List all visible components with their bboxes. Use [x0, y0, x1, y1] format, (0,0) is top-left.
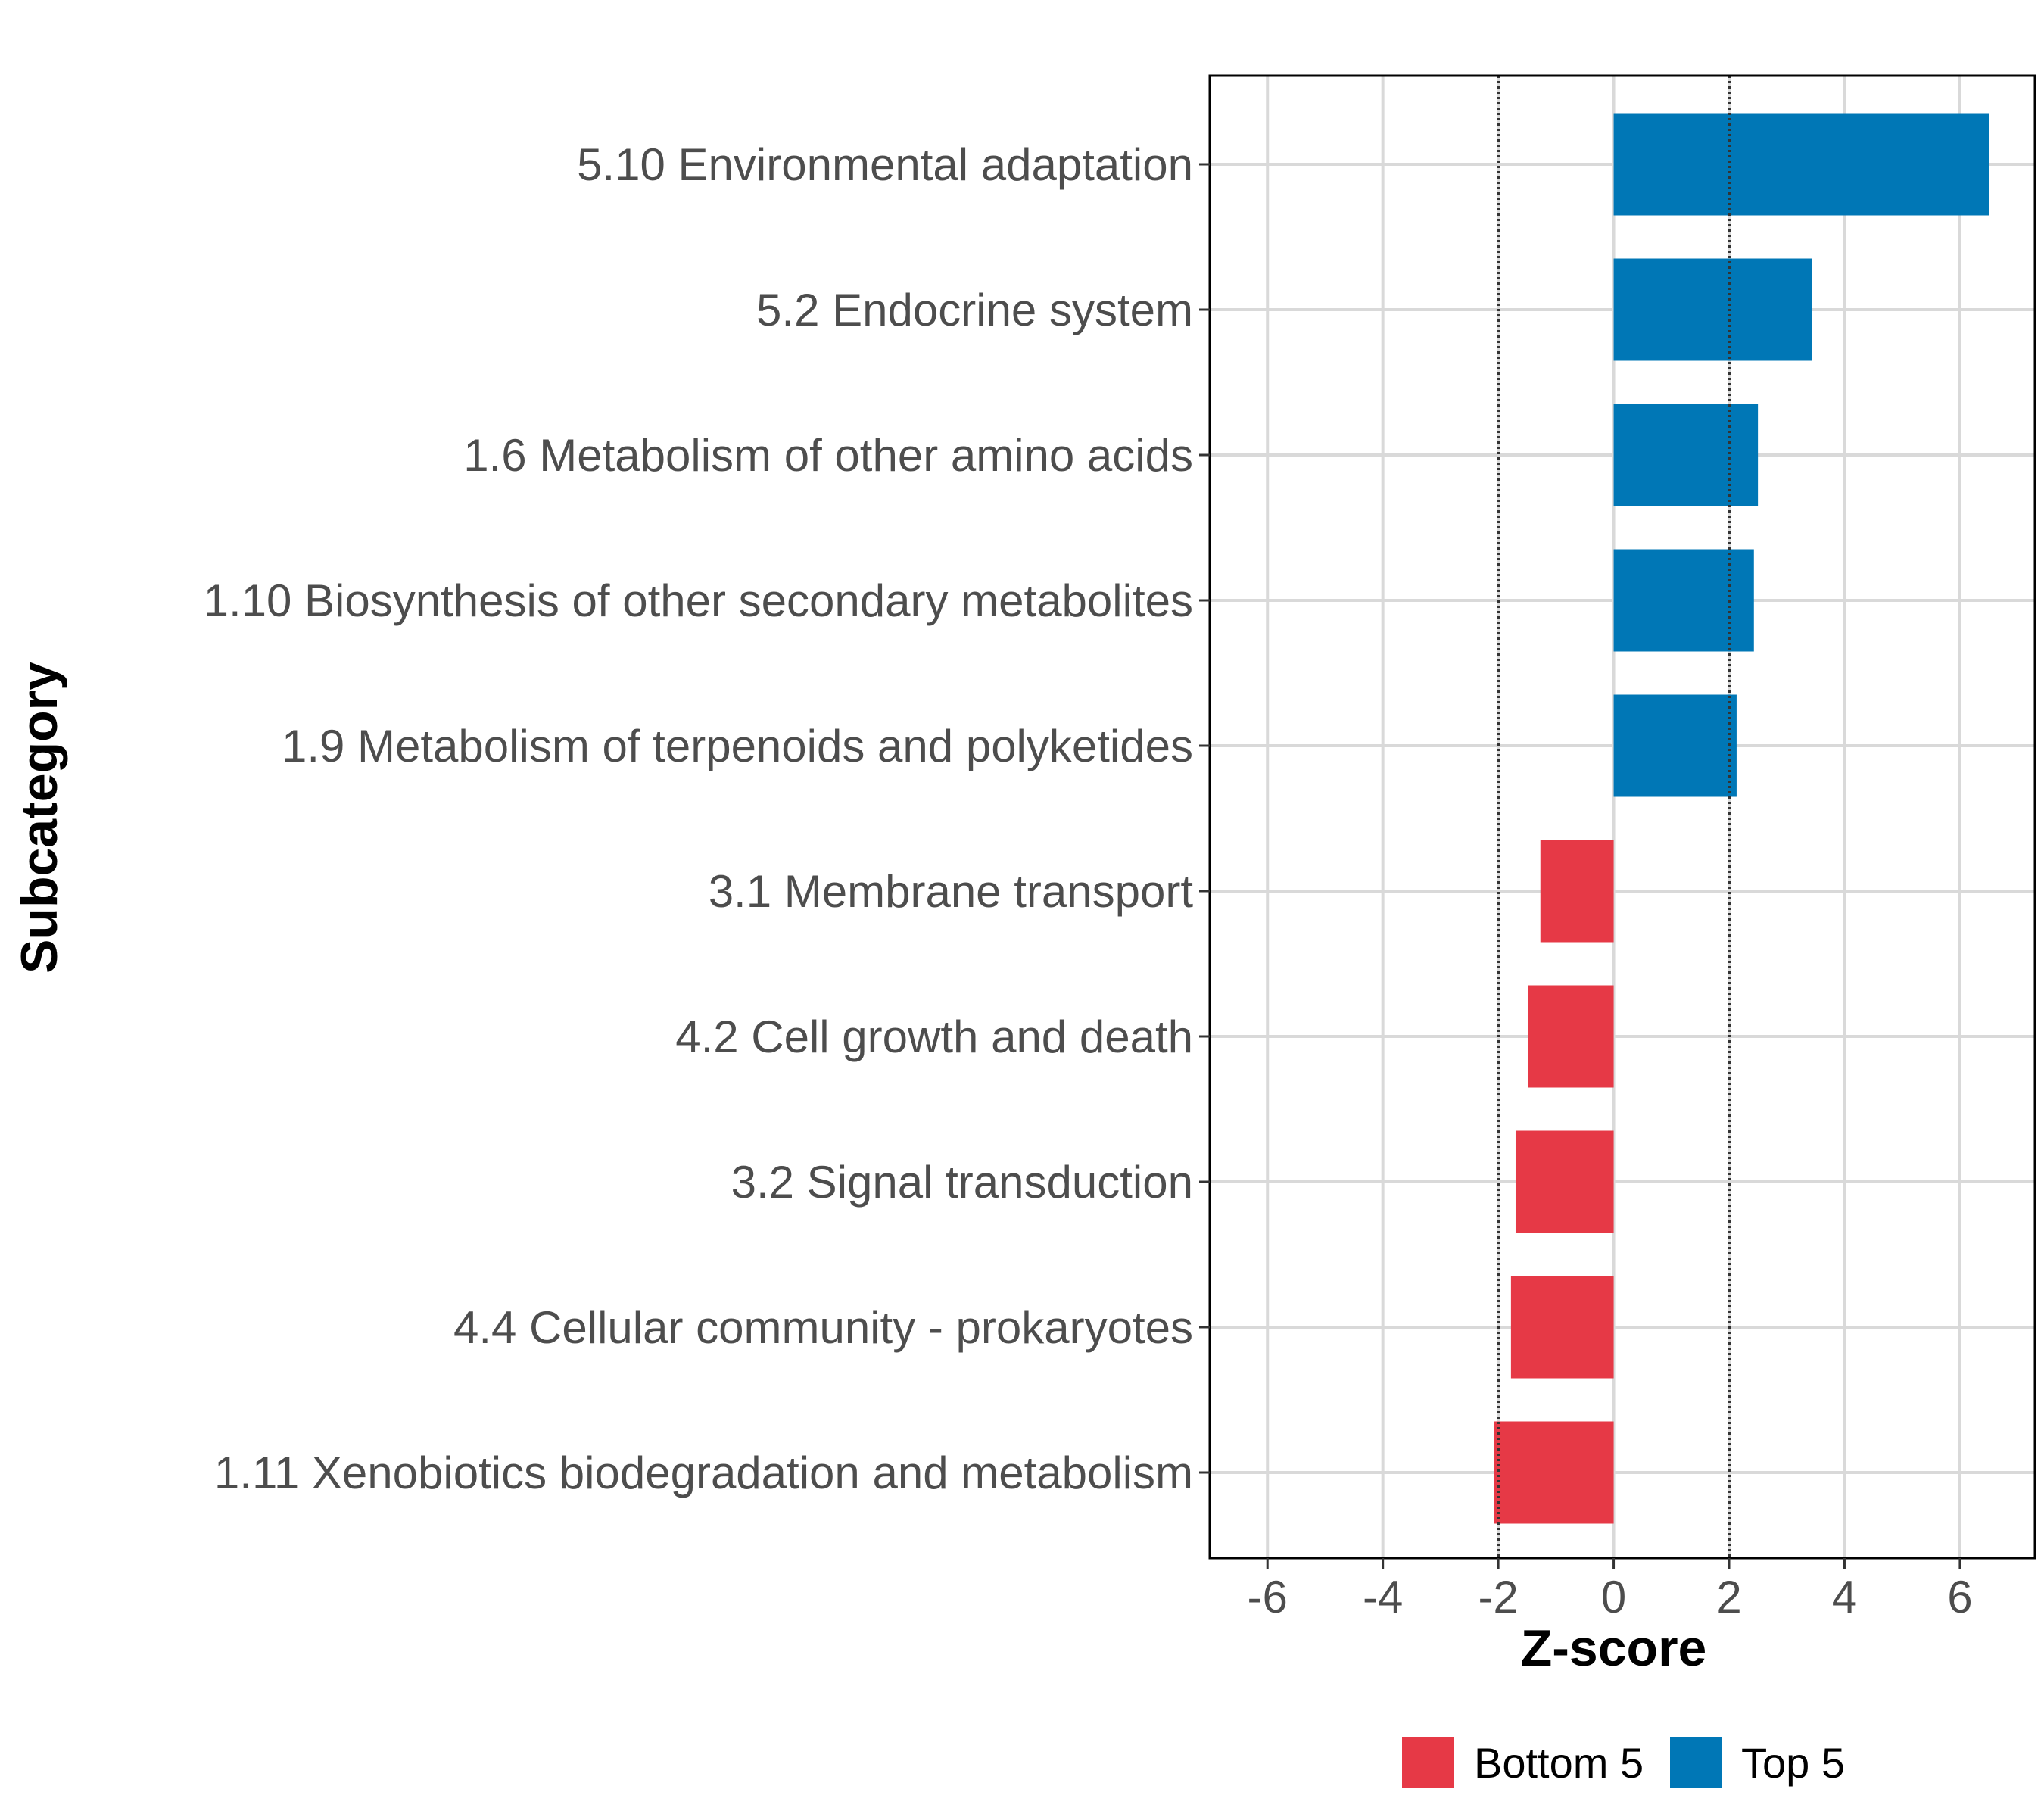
bar	[1613, 113, 1989, 216]
y-tick-label: 1.11 Xenobiotics biodegradation and meta…	[214, 1448, 1193, 1498]
gridlines	[1210, 76, 2035, 1558]
bar	[1613, 258, 1812, 361]
y-tick-label: 1.9 Metabolism of terpenoids and polyket…	[282, 721, 1193, 771]
y-tick-label: 1.10 Biosynthesis of other secondary met…	[204, 575, 1193, 626]
bar	[1613, 404, 1759, 506]
x-tick-label: -2	[1478, 1572, 1518, 1622]
y-axis-title: Subcategory	[11, 662, 68, 974]
legend-label: Bottom 5	[1474, 1739, 1644, 1787]
bar	[1494, 1421, 1614, 1524]
x-tick-label: 6	[1947, 1572, 1972, 1622]
x-tick-label: -6	[1248, 1572, 1288, 1622]
y-tick-label: 4.2 Cell growth and death	[675, 1011, 1193, 1062]
y-tick-label: 3.1 Membrane transport	[709, 866, 1194, 917]
x-tick-label: 4	[1832, 1572, 1857, 1622]
bar	[1613, 549, 1754, 652]
x-tick-label: 0	[1601, 1572, 1626, 1622]
y-axis-ticks: 5.10 Environmental adaptation 5.2 Endocri…	[204, 139, 1210, 1498]
bar	[1510, 1276, 1614, 1379]
plot-panel-border	[1208, 74, 2036, 1560]
x-axis-title: Z-score	[1521, 1619, 1707, 1677]
y-tick-label: 3.2 Signal transduction	[731, 1157, 1193, 1208]
bar	[1515, 1130, 1614, 1233]
bars	[1494, 113, 1989, 1524]
bar	[1613, 694, 1737, 797]
y-tick-label: 5.2 Endocrine system	[756, 285, 1193, 335]
x-tick-label: -4	[1363, 1572, 1403, 1622]
bar	[1527, 985, 1614, 1088]
y-tick-label: 5.10 Environmental adaptation	[577, 139, 1193, 190]
legend: Bottom 5 Top 5	[1402, 1737, 1845, 1788]
legend-label: Top 5	[1741, 1739, 1845, 1787]
legend-swatch	[1402, 1737, 1454, 1788]
y-tick-label: 4.4 Cellular community - prokaryotes	[453, 1302, 1193, 1353]
x-tick-label: 2	[1716, 1572, 1741, 1622]
x-axis-ticks: -6 -4 -2 0 2 4 6	[1248, 1558, 1973, 1622]
legend-swatch	[1670, 1737, 1722, 1788]
reference-lines	[1497, 76, 1731, 1558]
bar	[1540, 840, 1614, 943]
y-tick-label: 1.6 Metabolism of other amino acids	[463, 430, 1193, 481]
